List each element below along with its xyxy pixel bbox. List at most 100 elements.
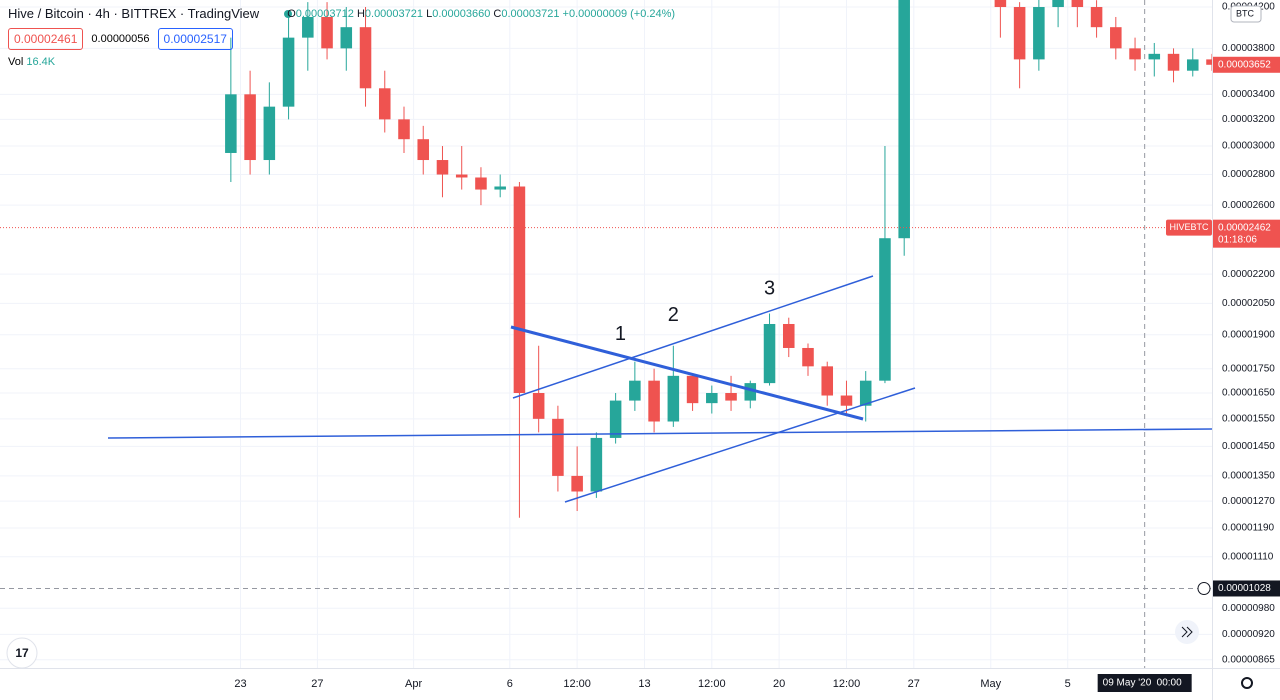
candle-body bbox=[1013, 7, 1026, 60]
candle-body bbox=[686, 375, 699, 404]
y-tick-label: 0.00000920 bbox=[1222, 629, 1275, 640]
volume-legend: Vol 16.4K bbox=[8, 56, 55, 68]
crosshair-price-label: 0.00001028 bbox=[1218, 583, 1271, 594]
y-tick-label: 0.00002600 bbox=[1222, 200, 1275, 211]
ohlc-value: 0.00003712 bbox=[295, 7, 354, 20]
x-tick-label: 12:00 bbox=[563, 678, 591, 690]
trend-lines bbox=[107, 275, 1213, 503]
last-price-label: 0.00003652 bbox=[1218, 59, 1271, 70]
candle-body bbox=[513, 186, 526, 394]
candle-body bbox=[763, 323, 776, 384]
y-tick-label: 0.00002200 bbox=[1222, 269, 1275, 280]
candle-body bbox=[1033, 7, 1045, 60]
ohlc: O0.00003712 H0.00003721 L0.00003660 C0.0… bbox=[287, 8, 675, 20]
candle-body bbox=[378, 88, 391, 120]
candle-body bbox=[494, 186, 506, 190]
ohlc-label: H bbox=[356, 7, 365, 20]
currency-button[interactable]: BTC bbox=[1230, 5, 1262, 23]
y-tick-label: 0.00001190 bbox=[1222, 523, 1275, 534]
y-tick-label: 0.00002050 bbox=[1222, 298, 1275, 309]
candle-body bbox=[417, 139, 430, 161]
candle-body bbox=[225, 94, 237, 153]
y-tick-label: 0.00001450 bbox=[1222, 441, 1275, 452]
y-tick-label: 0.00003400 bbox=[1222, 89, 1275, 100]
crosshair-price-tag bbox=[1213, 580, 1280, 597]
candle-body bbox=[898, 0, 910, 239]
candle-body bbox=[359, 27, 372, 89]
candle-body bbox=[532, 393, 545, 419]
candle-body bbox=[725, 393, 737, 401]
last-price-tag bbox=[1213, 56, 1280, 73]
svg-text:17: 17 bbox=[15, 646, 29, 660]
overlay: 1 2 3 bbox=[0, 0, 1212, 668]
ohlc-value: 0.00003721 bbox=[501, 7, 560, 20]
candle-body bbox=[648, 380, 660, 422]
annotation: 1 bbox=[615, 323, 626, 345]
candle-body bbox=[302, 16, 314, 38]
y-tick-label: 0.00001270 bbox=[1222, 496, 1275, 507]
countdown: 01:18:06 bbox=[1218, 234, 1257, 245]
x-tick-label: 23 bbox=[234, 678, 246, 690]
crosshair-time-label: 00:00 bbox=[1157, 678, 1182, 689]
candle-body bbox=[571, 475, 583, 492]
candle-body bbox=[744, 383, 757, 401]
candle-body bbox=[1052, 0, 1064, 8]
candle-body bbox=[244, 94, 256, 161]
lower-channel-line bbox=[564, 387, 916, 503]
spread: 0.00000056 bbox=[91, 33, 150, 45]
candle-body bbox=[340, 27, 353, 49]
change: +0.00000009 (+0.24%) bbox=[562, 7, 676, 20]
x-tick-label: May bbox=[980, 678, 1001, 690]
y-tick-label: 0.00002800 bbox=[1222, 169, 1275, 180]
candle-body bbox=[859, 380, 872, 406]
candle-body bbox=[1186, 59, 1199, 71]
y-tick-label: 0.00003000 bbox=[1222, 141, 1275, 152]
ohlc-label: C bbox=[493, 7, 502, 20]
settings-button[interactable] bbox=[1241, 677, 1253, 689]
y-tick-label: 0.00001650 bbox=[1222, 388, 1275, 399]
candle-body bbox=[782, 323, 795, 348]
price-tag bbox=[1213, 219, 1280, 248]
x-tick-label: 6 bbox=[507, 678, 513, 690]
ohlc-value: 0.00003721 bbox=[364, 7, 424, 20]
candle-body bbox=[436, 160, 449, 175]
trade-buttons: 0.00002461 0.00000056 0.00002517 bbox=[8, 28, 233, 50]
candle-body bbox=[629, 380, 641, 401]
x-tick-label: 12:00 bbox=[833, 678, 861, 690]
candle-body bbox=[1167, 53, 1180, 71]
candle-body bbox=[282, 37, 295, 107]
symbol-title: Hive / Bitcoin · 4h · BITTREX · TradingV… bbox=[8, 6, 260, 21]
x-tick-label: 20 bbox=[773, 678, 785, 690]
price-label: 0.00002462 bbox=[1218, 222, 1271, 233]
grid bbox=[0, 0, 1212, 668]
x-tick-label: 27 bbox=[311, 678, 323, 690]
candle-body bbox=[706, 393, 718, 404]
sell-button[interactable]: 0.00002461 bbox=[8, 28, 84, 50]
buy-button[interactable]: 0.00002517 bbox=[157, 28, 233, 50]
candle-body bbox=[667, 375, 680, 422]
x-tick-label: Apr bbox=[405, 678, 422, 690]
candle-body bbox=[263, 106, 276, 161]
candle-body bbox=[1071, 0, 1084, 8]
support-line bbox=[107, 428, 1213, 439]
x-tick-label: 13 bbox=[638, 678, 650, 690]
candle-body bbox=[1129, 48, 1141, 60]
tv-logo: 17 bbox=[6, 637, 38, 669]
crosshair-date-label: 09 May '20 bbox=[1103, 678, 1152, 689]
ohlc-value: 0.00003660 bbox=[432, 7, 491, 20]
symbol-tag bbox=[1166, 219, 1212, 236]
candle-body bbox=[994, 0, 1007, 8]
candles bbox=[225, 0, 1212, 518]
candle-body bbox=[1110, 27, 1122, 49]
down-trend-line bbox=[510, 325, 864, 421]
scroll-button[interactable] bbox=[1175, 620, 1199, 644]
status-dot bbox=[284, 10, 292, 18]
y-tick-label: 0.00000980 bbox=[1222, 603, 1275, 614]
symbol-name: HIVEBTC bbox=[1169, 222, 1209, 232]
annotation: 2 bbox=[668, 304, 679, 326]
volume-label: Vol bbox=[8, 56, 24, 68]
crosshair-date-tag bbox=[1097, 674, 1192, 692]
candle-body bbox=[802, 347, 814, 367]
x-tick-label: 5 bbox=[1065, 678, 1071, 690]
